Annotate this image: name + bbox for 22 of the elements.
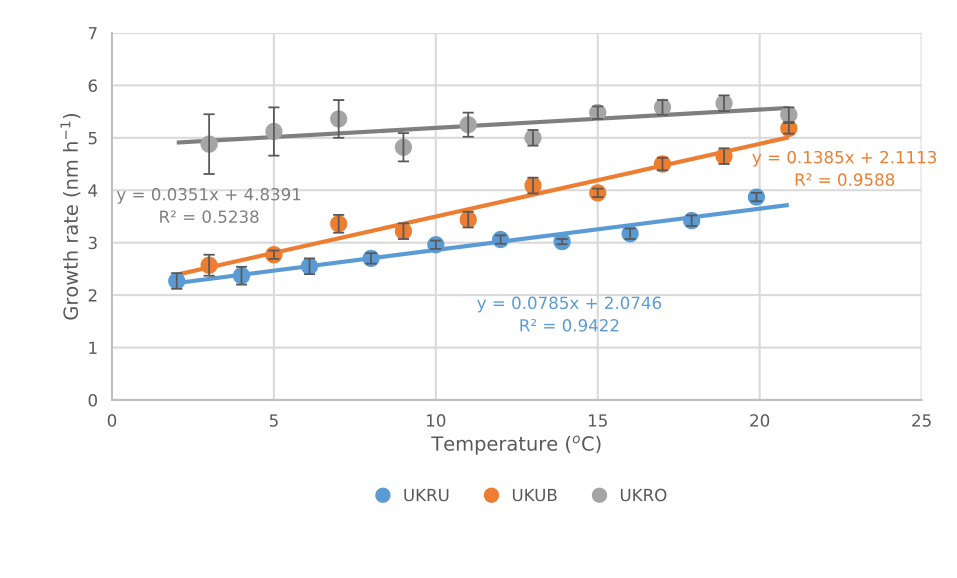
- y-tick-label: 5: [88, 132, 97, 144]
- x-tick-label: 5: [270, 414, 278, 427]
- x-tick-label: 10: [427, 414, 446, 427]
- x-tick-label: 25: [912, 414, 931, 427]
- y-tick-label: 2: [88, 289, 96, 302]
- x-tick-label: 0: [108, 414, 116, 427]
- x-tick-label: 20: [750, 414, 770, 427]
- annotation: y = 0.0351x + 4.8391 R² = 0.5238: [116, 188, 300, 223]
- x-axis-title: Temperature ($^{o}$C): [431, 436, 601, 455]
- y-tick-label: 6: [88, 79, 98, 92]
- legend-label: UKRU: [404, 488, 448, 502]
- annotation: y = 0.1385x + 2.1113 R² = 0.9588: [752, 150, 936, 186]
- y-tick-label: 0: [88, 394, 97, 407]
- y-tick-label: 1: [89, 342, 97, 354]
- y-tick-label: 3: [88, 236, 97, 250]
- annotation: y = 0.0785x + 2.0746 R² = 0.9422: [477, 296, 662, 332]
- y-axis-title: Growth rate (nm h$^{−1}$): [60, 114, 80, 320]
- legend-label: UKRO: [620, 488, 666, 502]
- legend-label: UKUB: [512, 488, 557, 502]
- y-tick-label: 7: [88, 27, 97, 40]
- y-tick-label: 4: [88, 184, 98, 197]
- x-tick-label: 15: [588, 414, 607, 427]
